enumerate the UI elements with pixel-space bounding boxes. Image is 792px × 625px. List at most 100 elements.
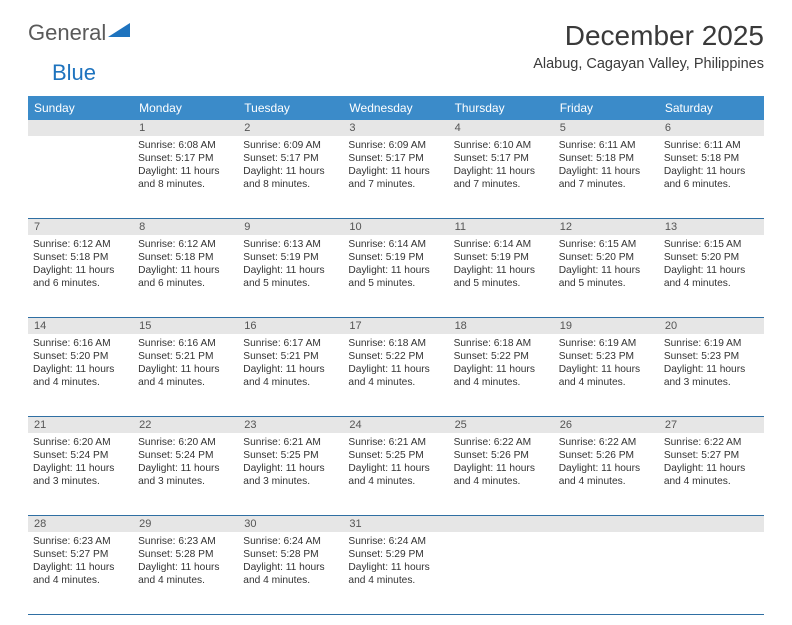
daylight-text: Daylight: 11 hours and 4 minutes. [33,561,128,587]
day-cell: Sunrise: 6:11 AMSunset: 5:18 PMDaylight:… [659,136,764,218]
day-cell: Sunrise: 6:15 AMSunset: 5:20 PMDaylight:… [659,235,764,317]
day-details: Sunrise: 6:14 AMSunset: 5:19 PMDaylight:… [348,238,443,290]
daylight-text: Daylight: 11 hours and 6 minutes. [33,264,128,290]
day-details: Sunrise: 6:11 AMSunset: 5:18 PMDaylight:… [664,139,759,191]
day-number: 18 [449,318,554,334]
week-row: Sunrise: 6:23 AMSunset: 5:27 PMDaylight:… [28,532,764,615]
daylight-text: Daylight: 11 hours and 3 minutes. [664,363,759,389]
sunset-text: Sunset: 5:25 PM [348,449,443,462]
daylight-text: Daylight: 11 hours and 4 minutes. [348,363,443,389]
day-number: 25 [449,417,554,433]
day-details: Sunrise: 6:23 AMSunset: 5:27 PMDaylight:… [33,535,128,587]
day-cell: Sunrise: 6:11 AMSunset: 5:18 PMDaylight:… [554,136,659,218]
day-cell: Sunrise: 6:24 AMSunset: 5:28 PMDaylight:… [238,532,343,614]
day-cell: Sunrise: 6:21 AMSunset: 5:25 PMDaylight:… [238,433,343,515]
day-number: 26 [554,417,659,433]
weeks-host: 123456Sunrise: 6:08 AMSunset: 5:17 PMDay… [28,120,764,615]
daylight-text: Daylight: 11 hours and 3 minutes. [33,462,128,488]
dayname-fri: Friday [554,96,659,120]
sunrise-text: Sunrise: 6:13 AM [243,238,338,251]
sunset-text: Sunset: 5:25 PM [243,449,338,462]
sunrise-text: Sunrise: 6:15 AM [559,238,654,251]
sunset-text: Sunset: 5:23 PM [559,350,654,363]
sunset-text: Sunset: 5:22 PM [454,350,549,363]
day-number: 30 [238,516,343,532]
day-cell: Sunrise: 6:23 AMSunset: 5:28 PMDaylight:… [133,532,238,614]
day-details: Sunrise: 6:23 AMSunset: 5:28 PMDaylight:… [138,535,233,587]
day-cell: Sunrise: 6:12 AMSunset: 5:18 PMDaylight:… [133,235,238,317]
day-details: Sunrise: 6:13 AMSunset: 5:19 PMDaylight:… [243,238,338,290]
daylight-text: Daylight: 11 hours and 4 minutes. [243,363,338,389]
day-cell: Sunrise: 6:18 AMSunset: 5:22 PMDaylight:… [449,334,554,416]
sunset-text: Sunset: 5:18 PM [559,152,654,165]
day-number: 20 [659,318,764,334]
day-number: 31 [343,516,448,532]
calendar-grid: Sunday Monday Tuesday Wednesday Thursday… [28,96,764,615]
daylight-text: Daylight: 11 hours and 5 minutes. [243,264,338,290]
day-number [28,120,133,136]
sunrise-text: Sunrise: 6:12 AM [33,238,128,251]
dayname-mon: Monday [133,96,238,120]
daylight-text: Daylight: 11 hours and 4 minutes. [33,363,128,389]
sunrise-text: Sunrise: 6:11 AM [664,139,759,152]
calendar-page: General December 2025 Alabug, Cagayan Va… [0,0,792,625]
week-row: Sunrise: 6:20 AMSunset: 5:24 PMDaylight:… [28,433,764,516]
sunset-text: Sunset: 5:21 PM [243,350,338,363]
day-number: 6 [659,120,764,136]
sunset-text: Sunset: 5:17 PM [243,152,338,165]
day-details: Sunrise: 6:16 AMSunset: 5:21 PMDaylight:… [138,337,233,389]
day-details: Sunrise: 6:17 AMSunset: 5:21 PMDaylight:… [243,337,338,389]
day-number: 23 [238,417,343,433]
sunset-text: Sunset: 5:22 PM [348,350,443,363]
day-details: Sunrise: 6:18 AMSunset: 5:22 PMDaylight:… [454,337,549,389]
sunset-text: Sunset: 5:24 PM [138,449,233,462]
daylight-text: Daylight: 11 hours and 5 minutes. [348,264,443,290]
sunrise-text: Sunrise: 6:23 AM [33,535,128,548]
sunset-text: Sunset: 5:28 PM [243,548,338,561]
dayname-sun: Sunday [28,96,133,120]
day-cell: Sunrise: 6:22 AMSunset: 5:26 PMDaylight:… [449,433,554,515]
day-details: Sunrise: 6:22 AMSunset: 5:27 PMDaylight:… [664,436,759,488]
day-number: 24 [343,417,448,433]
day-number: 4 [449,120,554,136]
day-number: 29 [133,516,238,532]
day-number: 17 [343,318,448,334]
sunset-text: Sunset: 5:17 PM [454,152,549,165]
daylight-text: Daylight: 11 hours and 6 minutes. [664,165,759,191]
day-number: 21 [28,417,133,433]
day-details: Sunrise: 6:22 AMSunset: 5:26 PMDaylight:… [559,436,654,488]
sunset-text: Sunset: 5:23 PM [664,350,759,363]
day-details: Sunrise: 6:14 AMSunset: 5:19 PMDaylight:… [454,238,549,290]
daylight-text: Daylight: 11 hours and 6 minutes. [138,264,233,290]
day-number: 19 [554,318,659,334]
day-number: 13 [659,219,764,235]
day-details: Sunrise: 6:21 AMSunset: 5:25 PMDaylight:… [243,436,338,488]
day-cell: Sunrise: 6:14 AMSunset: 5:19 PMDaylight:… [343,235,448,317]
sunrise-text: Sunrise: 6:09 AM [243,139,338,152]
sunrise-text: Sunrise: 6:20 AM [33,436,128,449]
sunrise-text: Sunrise: 6:24 AM [348,535,443,548]
sunset-text: Sunset: 5:18 PM [664,152,759,165]
daylight-text: Daylight: 11 hours and 7 minutes. [559,165,654,191]
day-details: Sunrise: 6:19 AMSunset: 5:23 PMDaylight:… [559,337,654,389]
daylight-text: Daylight: 11 hours and 5 minutes. [454,264,549,290]
day-cell: Sunrise: 6:14 AMSunset: 5:19 PMDaylight:… [449,235,554,317]
daylight-text: Daylight: 11 hours and 3 minutes. [138,462,233,488]
sunrise-text: Sunrise: 6:22 AM [559,436,654,449]
dayname-wed: Wednesday [343,96,448,120]
day-number: 15 [133,318,238,334]
day-cell [449,532,554,614]
day-number: 7 [28,219,133,235]
week-row: Sunrise: 6:12 AMSunset: 5:18 PMDaylight:… [28,235,764,318]
dayname-sat: Saturday [659,96,764,120]
daylight-text: Daylight: 11 hours and 4 minutes. [454,462,549,488]
day-cell [659,532,764,614]
day-number: 28 [28,516,133,532]
day-number: 3 [343,120,448,136]
sunrise-text: Sunrise: 6:21 AM [348,436,443,449]
daynum-row: 28293031 [28,516,764,532]
daylight-text: Daylight: 11 hours and 4 minutes. [138,363,233,389]
day-details: Sunrise: 6:08 AMSunset: 5:17 PMDaylight:… [138,139,233,191]
daylight-text: Daylight: 11 hours and 4 minutes. [664,264,759,290]
day-details: Sunrise: 6:18 AMSunset: 5:22 PMDaylight:… [348,337,443,389]
